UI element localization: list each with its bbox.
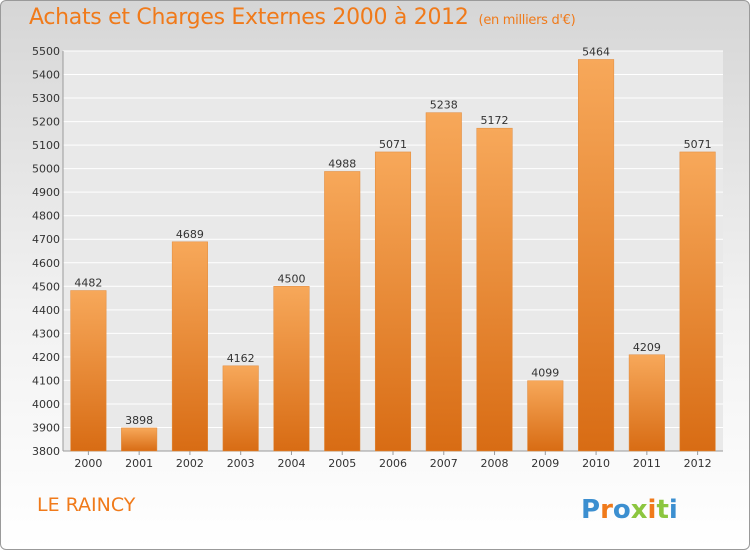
y-tick-label: 5300 (32, 92, 60, 105)
bar (527, 380, 564, 452)
bar (628, 354, 665, 452)
bar-value-label: 5071 (379, 138, 407, 151)
bar (324, 171, 361, 452)
x-tick-label: 2006 (379, 457, 407, 470)
x-tick-label: 2010 (582, 457, 610, 470)
x-tick-label: 2001 (125, 457, 153, 470)
bar (171, 241, 208, 452)
bar-value-label: 4500 (277, 272, 305, 285)
y-tick-label: 4700 (32, 233, 60, 246)
bar-value-label: 5464 (582, 45, 610, 58)
y-tick-label: 3800 (32, 445, 60, 458)
x-tick-label: 2003 (227, 457, 255, 470)
bar (374, 151, 412, 452)
y-tick-label: 4400 (32, 304, 60, 317)
x-tick-label: 2011 (633, 457, 661, 470)
svg-text:Proxiti: Proxiti (581, 495, 678, 525)
y-tick-label: 4100 (32, 374, 60, 387)
bar-value-label: 5071 (684, 138, 712, 151)
x-tick-label: 2007 (430, 457, 458, 470)
y-tick-label: 5500 (32, 45, 60, 58)
proxiti-logo: Proxiti (581, 495, 678, 525)
chart-title-text: Achats et Charges Externes 2000 à 2012 (29, 5, 469, 30)
x-tick-label: 2005 (328, 457, 356, 470)
chart-title: Achats et Charges Externes 2000 à 2012 (e… (29, 5, 576, 30)
y-tick-label: 4600 (32, 257, 60, 270)
chart-unit-label: (en milliers d'€) (478, 13, 576, 28)
y-tick-label: 4000 (32, 398, 60, 411)
y-tick-label: 4300 (32, 327, 60, 340)
x-tick-label: 2012 (684, 457, 712, 470)
x-tick-label: 2000 (74, 457, 102, 470)
bar (273, 286, 310, 452)
y-tick-label: 5100 (32, 139, 60, 152)
bar-value-label: 5172 (481, 114, 509, 127)
y-tick-label: 4500 (32, 280, 60, 293)
bar-value-label: 4209 (633, 341, 661, 354)
bar (70, 290, 107, 452)
y-tick-label: 4800 (32, 210, 60, 223)
y-tick-label: 3900 (32, 421, 60, 434)
y-tick-label: 5400 (32, 69, 60, 82)
bar-value-label: 4988 (328, 157, 356, 170)
x-tick-label: 2004 (277, 457, 305, 470)
bar (578, 59, 615, 452)
y-tick-label: 4200 (32, 351, 60, 364)
bar (121, 427, 158, 452)
y-tick-label: 4900 (32, 186, 60, 199)
city-label: LE RAINCY (37, 494, 136, 516)
y-tick-label: 5200 (32, 116, 60, 129)
bar-value-label: 3898 (125, 414, 153, 427)
y-tick-label: 5000 (32, 163, 60, 176)
bar (425, 112, 462, 452)
bar (476, 127, 513, 452)
x-tick-label: 2002 (176, 457, 204, 470)
bar-value-label: 4162 (227, 352, 255, 365)
bar (679, 151, 716, 452)
x-tick-label: 2008 (481, 457, 509, 470)
bar-value-label: 4689 (176, 228, 204, 241)
bar-value-label: 4482 (74, 277, 102, 290)
bar (222, 365, 259, 452)
x-tick-label: 2009 (531, 457, 559, 470)
bar-value-label: 4099 (531, 367, 559, 380)
bar-value-label: 5238 (430, 99, 458, 112)
